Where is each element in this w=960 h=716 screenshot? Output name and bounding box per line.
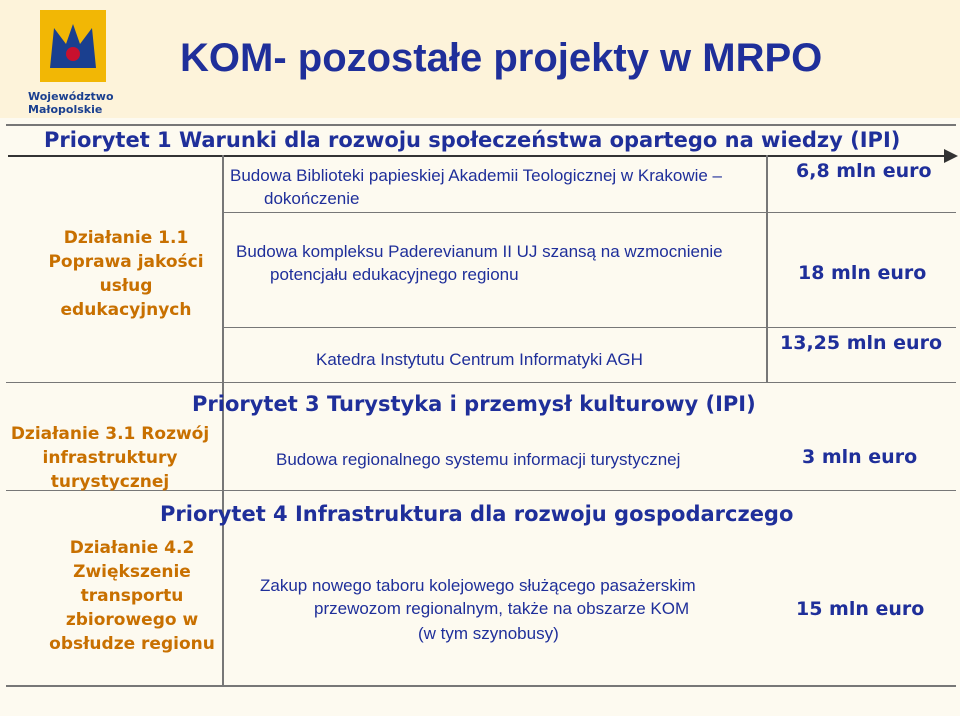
project-4-line-1: Budowa regionalnego systemu informacji t… [276,450,681,469]
divider-row-3 [6,382,956,383]
project-1-line-2: dokończenie [264,189,360,208]
project-5: Zakup nowego taboru kolejowego służącego… [260,574,760,645]
project-2-amount: 18 mln euro [798,262,927,284]
divider-bottom [6,685,956,687]
header-band [0,0,960,118]
logo: Województwo Małopolskie [28,10,114,116]
project-4-amount: 3 mln euro [802,446,918,468]
project-3: Katedra Instytutu Centrum Informatyki AG… [316,348,756,371]
project-3-amount: 13,25 mln euro [780,332,943,354]
project-2-line-1: Budowa kompleksu Paderevianum II UJ szan… [236,242,723,261]
project-5-line-2: przewozom regionalnym, także na obszarze… [314,599,690,618]
content-area [0,118,960,716]
priority-3-label: Priorytet 3 Turystyka i przemysł kulturo… [192,392,756,416]
project-4: Budowa regionalnego systemu informacji t… [276,448,756,471]
project-5-line-1: Zakup nowego taboru kolejowego służącego… [260,576,696,595]
page-title: KOM- pozostałe projekty w MRPO [180,36,823,80]
logo-line-2: Małopolskie [28,103,103,116]
project-1-amount: 6,8 mln euro [796,160,932,182]
divider-vertical-right [766,155,768,383]
action-3-1-label: Działanie 3.1 Rozwój infrastruktury tury… [10,424,210,492]
project-2: Budowa kompleksu Paderevianum II UJ szan… [236,240,766,286]
divider-row-1 [222,212,956,213]
action-1-1-label: Działanie 1.1 Poprawa jakości usług eduk… [48,228,204,320]
divider-row-4 [6,490,956,491]
project-3-line-1: Katedra Instytutu Centrum Informatyki AG… [316,350,643,369]
arrow-line-priority-1 [8,155,956,157]
arrow-head-icon [944,149,958,163]
project-1-line-1: Budowa Biblioteki papieskiej Akademii Te… [230,166,723,185]
action-4-2-label: Działanie 4.2 Zwiększenie transportu zbi… [49,538,215,654]
priority-1-label: Priorytet 1 Warunki dla rozwoju społecze… [44,128,901,152]
crown-logo-icon [40,10,106,82]
project-5-amount: 15 mln euro [796,598,925,620]
project-2-line-2: potencjału edukacyjnego regionu [270,265,519,284]
logo-line-1: Województwo [28,90,114,103]
project-5-line-3: (w tym szynobusy) [418,624,559,643]
logo-text: Województwo Małopolskie [28,90,118,116]
priority-4-label: Priorytet 4 Infrastruktura dla rozwoju g… [160,502,794,526]
divider-vertical-left [222,155,224,685]
divider-row-2 [222,327,956,328]
divider-top [6,124,956,126]
project-1: Budowa Biblioteki papieskiej Akademii Te… [230,164,760,210]
